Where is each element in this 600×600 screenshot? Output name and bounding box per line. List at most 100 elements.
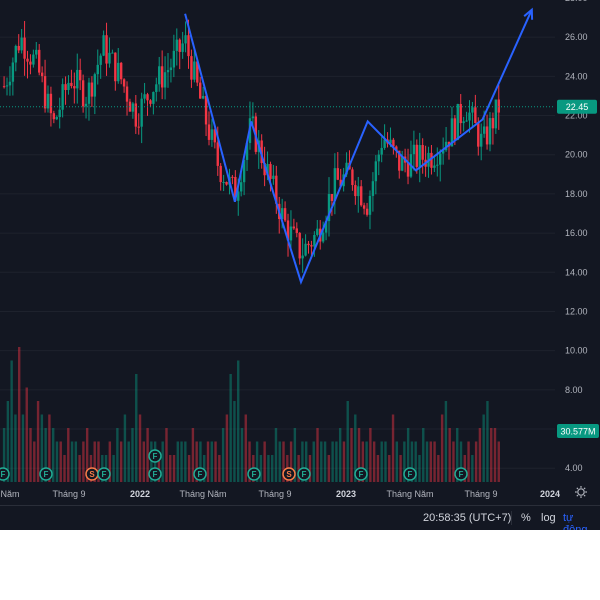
volume-bar	[471, 455, 474, 482]
candle	[87, 77, 91, 121]
dividend-event-icon[interactable]: F	[148, 467, 162, 481]
volume-bar	[448, 428, 451, 482]
candle	[286, 213, 290, 257]
volume-bar	[259, 455, 263, 482]
candle	[471, 101, 474, 129]
volume-bar	[244, 414, 247, 482]
x-tick-label: Tháng 9	[464, 489, 497, 499]
y-tick-label: 28.00	[565, 0, 588, 3]
candle	[295, 222, 299, 238]
dividend-event-icon[interactable]: F	[193, 467, 207, 481]
log-scale-button[interactable]: log	[541, 512, 556, 524]
split-event-icon[interactable]: S	[85, 467, 99, 481]
candle	[20, 28, 23, 54]
svg-text:F: F	[302, 470, 307, 479]
dividend-event-icon[interactable]: F	[97, 467, 111, 481]
event-layer[interactable]: F F S FFF F F S F F F F	[0, 449, 468, 481]
candle	[400, 150, 404, 172]
candle	[365, 202, 369, 217]
volume-bar	[221, 428, 225, 482]
candle	[207, 111, 211, 146]
bottom-toolbar: 20:58:35 (UTC+7) % log tự động	[0, 505, 600, 530]
svg-text:F: F	[459, 470, 464, 479]
candle	[275, 165, 278, 214]
dividend-event-icon[interactable]: F	[403, 467, 417, 481]
volume-bar	[44, 428, 47, 482]
volume-bar	[437, 455, 440, 482]
svg-text:F: F	[359, 470, 364, 479]
volume-bar	[297, 455, 300, 482]
dividend-event-icon[interactable]: F	[39, 467, 53, 481]
candle	[480, 123, 483, 161]
candle	[354, 180, 357, 205]
candle	[38, 44, 41, 76]
candle	[155, 77, 158, 102]
x-tick-label: Tháng 9	[258, 489, 291, 499]
svg-text:F: F	[102, 470, 107, 479]
dividend-event-icon[interactable]: F	[0, 467, 10, 481]
candle	[210, 118, 214, 147]
volume-bar	[237, 360, 240, 482]
candle	[418, 132, 421, 183]
percent-scale-button[interactable]: %	[521, 512, 531, 524]
volume-bar	[187, 455, 191, 482]
candle	[313, 231, 316, 257]
candle	[105, 22, 108, 76]
volume-bar	[191, 428, 195, 482]
volume-bar	[384, 441, 387, 482]
y-axis[interactable]: 4.006.008.0010.0012.0014.0016.0018.0020.…	[565, 0, 588, 473]
candle	[374, 155, 378, 195]
candle	[169, 58, 173, 83]
toolbar-divider	[511, 511, 512, 525]
split-event-icon[interactable]: S	[282, 467, 296, 481]
volume-bar	[289, 441, 293, 482]
candle	[421, 138, 424, 174]
auto-scale-button[interactable]: tự động	[563, 512, 588, 530]
candle	[119, 61, 123, 85]
volume-bar	[459, 441, 463, 482]
pattern-line[interactable]	[184, 9, 533, 286]
volume-bar	[150, 441, 153, 482]
dividend-event-icon[interactable]: F	[247, 467, 261, 481]
candle	[99, 53, 102, 79]
dividend-event-icon[interactable]: F	[148, 449, 162, 463]
candle	[102, 30, 105, 57]
volume-bar	[14, 414, 17, 482]
candle	[283, 201, 287, 223]
dividend-event-icon[interactable]: F	[454, 467, 468, 481]
volume-bar	[267, 455, 270, 482]
dividend-event-icon[interactable]: F	[297, 467, 311, 481]
candle	[178, 38, 181, 70]
volume-bar	[248, 441, 251, 482]
svg-text:F: F	[252, 470, 257, 479]
candle	[90, 76, 94, 107]
candle	[304, 234, 307, 257]
candle	[359, 180, 363, 207]
candle	[307, 241, 310, 254]
volume-bar	[29, 428, 32, 482]
candle	[327, 177, 331, 237]
settings-gear-icon[interactable]	[575, 486, 587, 498]
candle	[441, 137, 445, 165]
candle	[23, 21, 26, 76]
volume-bar	[429, 441, 433, 482]
candle	[131, 101, 135, 119]
x-axis[interactable]: Năm Tháng 9 2022 Tháng Năm Tháng 9 2023 Tháng …	[0, 489, 560, 499]
candle	[450, 106, 454, 147]
svg-text:S: S	[89, 470, 95, 479]
volume-bar	[169, 455, 172, 482]
candle	[219, 163, 222, 191]
volume-bar	[225, 414, 229, 482]
volume-bar	[229, 374, 232, 482]
candle	[128, 98, 132, 112]
dividend-event-icon[interactable]: F	[354, 467, 368, 481]
grid-layer	[0, 36, 555, 469]
candle	[222, 174, 225, 192]
volume-bar	[270, 455, 274, 482]
volume-bar	[293, 428, 297, 482]
y-tick-label: 22.00	[565, 111, 588, 121]
volume-bar	[350, 428, 353, 482]
candle	[242, 155, 246, 196]
